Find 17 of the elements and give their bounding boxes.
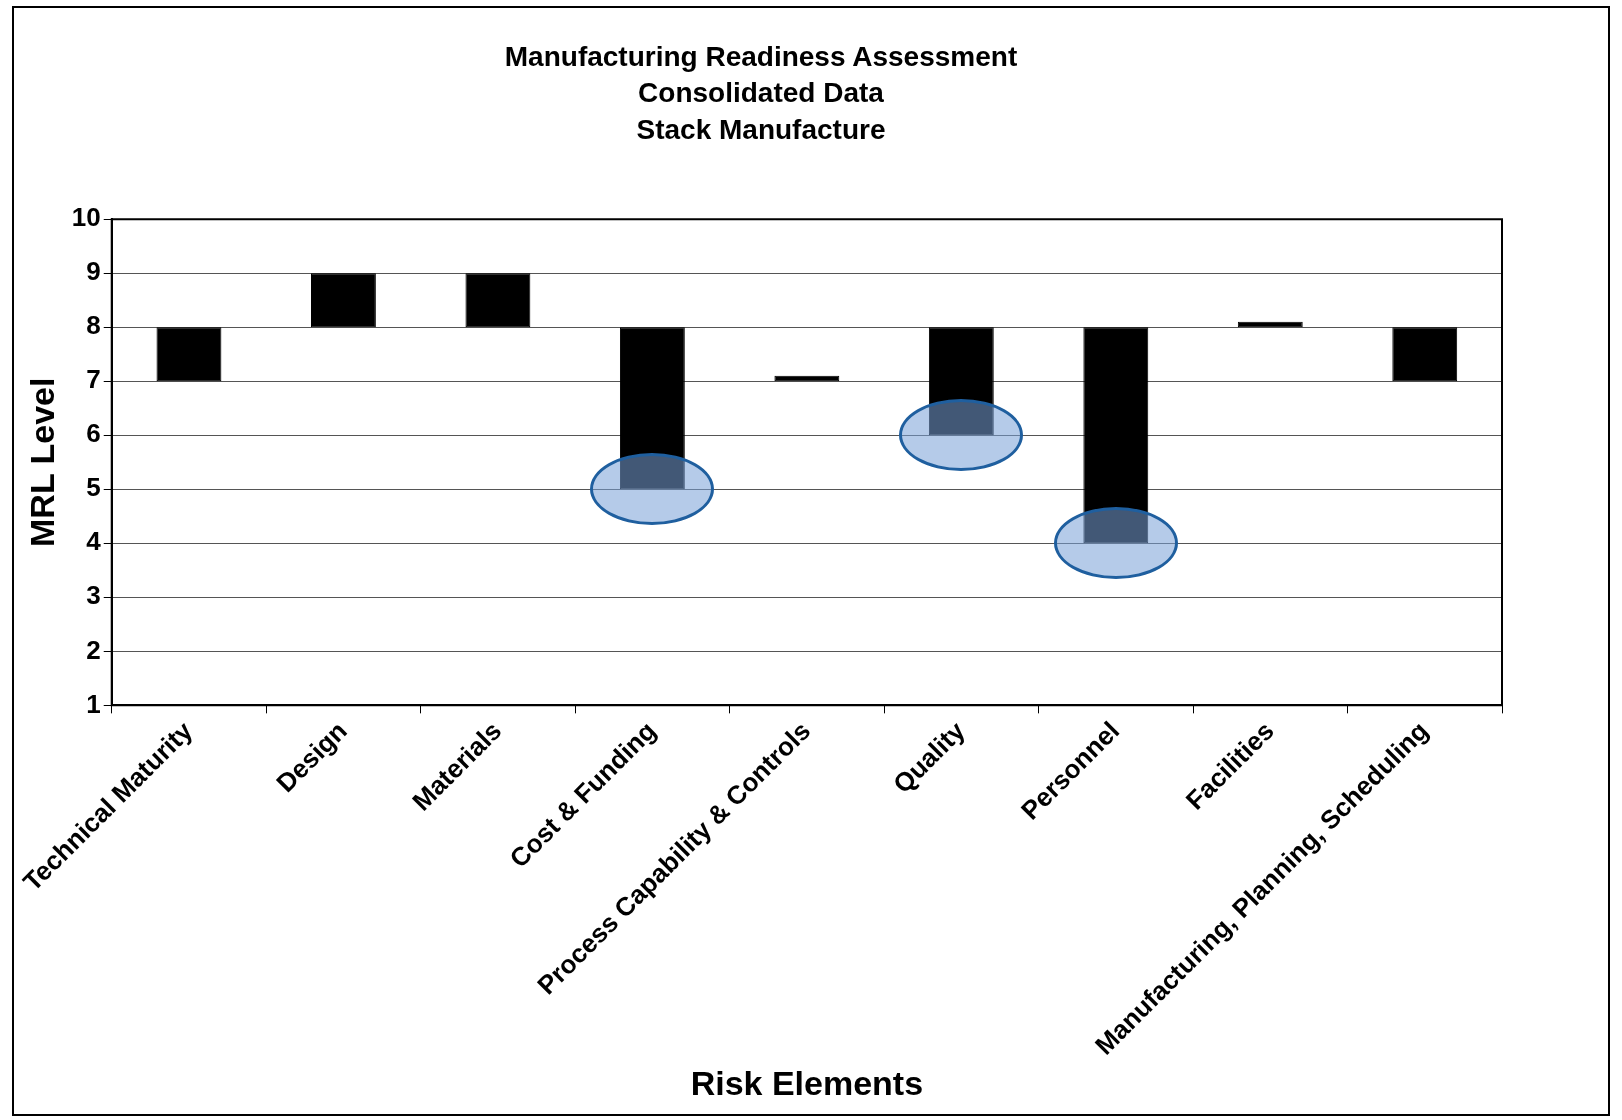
bar [156, 327, 222, 382]
y-axis-title: MRL Level [22, 377, 61, 547]
chart-title: Manufacturing Readiness Assessment Consolidated Data Stack Manufacture [504, 40, 1018, 145]
y-tick-label: 4 [86, 526, 102, 557]
y-tick-label: 1 [86, 688, 101, 719]
y-tick-label: 2 [86, 634, 101, 665]
bar [310, 273, 376, 328]
y-tick-label: 6 [86, 418, 101, 449]
y-tick-label: 5 [86, 472, 101, 503]
bar [465, 273, 531, 328]
bar [1392, 327, 1458, 382]
x-axis-title: Risk Elements [690, 1063, 924, 1102]
y-tick-label: 8 [86, 310, 101, 341]
y-tick-label: 3 [86, 580, 101, 611]
y-tick-label: 7 [86, 364, 101, 395]
y-tick-label: 10 [71, 202, 101, 233]
y-tick-label: 9 [86, 256, 101, 287]
